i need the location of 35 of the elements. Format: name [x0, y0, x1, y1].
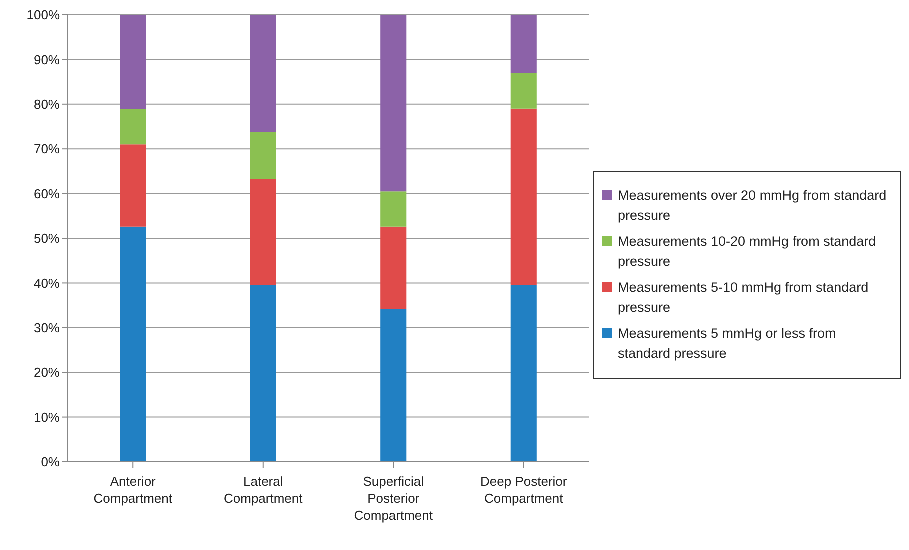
bar — [510, 15, 537, 74]
y-tick-label: 10% — [34, 410, 60, 425]
bar — [380, 226, 407, 310]
bar — [380, 15, 407, 192]
y-tick-label: 0% — [41, 454, 60, 470]
bar — [380, 192, 407, 227]
y-tick-label: 100% — [26, 8, 60, 23]
bar — [250, 179, 276, 286]
x-tick-label: Superficial Posterior Compartment — [354, 474, 434, 523]
y-tick-label: 30% — [34, 320, 60, 336]
y-tick-label: 20% — [34, 365, 60, 380]
y-tick-label: 60% — [34, 186, 60, 202]
y-tick-label: 50% — [34, 231, 60, 246]
bar — [510, 285, 537, 462]
bar — [250, 132, 276, 180]
y-tick-label: 40% — [34, 276, 60, 291]
y-tick-label: 90% — [34, 52, 60, 68]
bar — [380, 309, 407, 462]
bar — [510, 74, 537, 109]
x-tick-label: Deep Posterior Compartment — [480, 474, 568, 506]
y-tick-label: 70% — [34, 142, 60, 157]
legend-label: Measurements over 20 mmHg from standard pressure — [618, 187, 888, 225]
legend-label: Measurements 5 mmHg or less from standard pressure — [618, 325, 838, 363]
bar — [250, 285, 276, 462]
legend-label: Measurements 5-10 mmHg from standard pressure — [618, 279, 870, 317]
bar — [120, 109, 146, 145]
bar — [120, 15, 146, 110]
y-tick-label: 80% — [34, 97, 60, 112]
bar — [250, 15, 276, 133]
bar — [120, 144, 146, 227]
bar — [510, 108, 537, 286]
x-tick-label: Lateral Compartment — [224, 474, 304, 506]
bar — [120, 226, 146, 462]
x-tick-label: Anterior Compartment — [94, 474, 173, 506]
legend-label: Measurements 10-20 mmHg from standard pressure — [618, 233, 878, 271]
